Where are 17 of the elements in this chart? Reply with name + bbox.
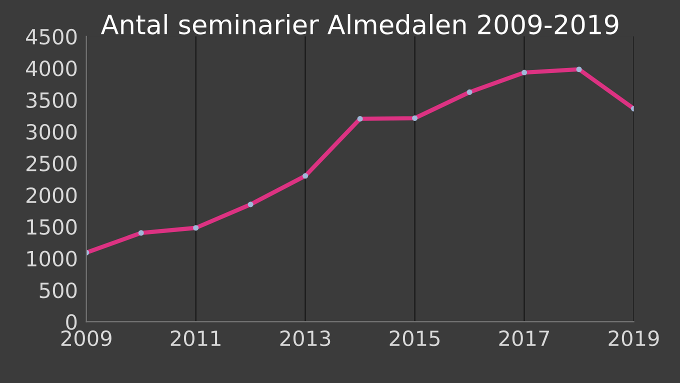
y-tick-label: 0 [66,314,77,330]
y-tick-label: 3500 [26,92,77,108]
x-tick-label: 2015 [390,330,440,346]
y-tick-label: 2500 [26,156,77,172]
y-tick-label: 1000 [27,250,77,267]
x-tick-label: 2019 [608,330,659,346]
y-tick-label: 500 [40,282,77,298]
y-tick-label: 3000 [26,124,77,140]
x-tick-label: 2009 [61,330,112,346]
y-tick-label: 4000 [26,60,77,76]
y-tick-label: 2000 [26,187,77,204]
y-tick-label: 4500 [26,28,77,45]
chart-title: Antal seminarier Almedalen 2009-2019 [100,14,618,34]
y-tick-label: 1500 [27,219,77,235]
x-tick-label: 2017 [499,330,550,346]
x-tick-label: 2011 [170,330,220,346]
x-tick-label: 2013 [280,330,330,346]
